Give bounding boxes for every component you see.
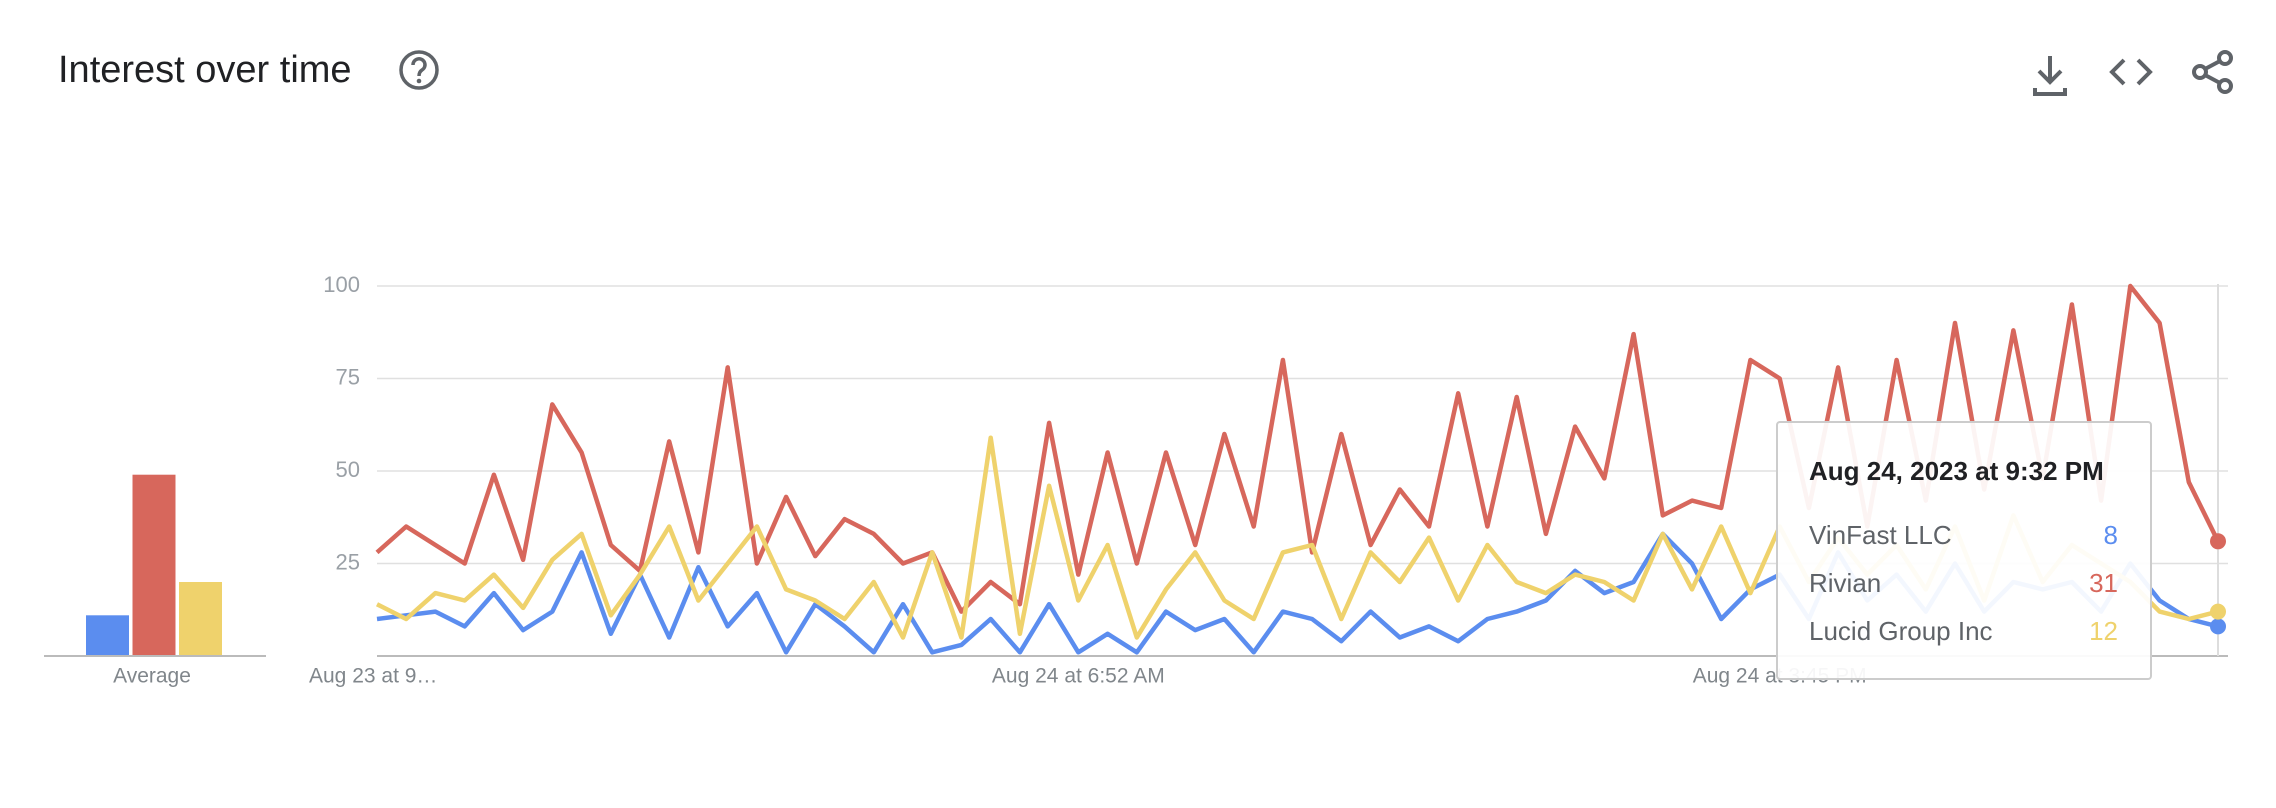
page-title: Interest over time <box>58 49 352 91</box>
share-icon[interactable] <box>2192 50 2233 94</box>
average-bar <box>86 615 129 656</box>
average-bar <box>132 474 176 656</box>
x-tick-label: Aug 23 at 9… <box>309 665 437 688</box>
tooltip-series-value: 31 <box>2089 568 2118 598</box>
average-bar <box>179 582 222 656</box>
download-icon[interactable] <box>2033 56 2067 96</box>
x-tick-label: Average <box>113 665 191 688</box>
hover-dot <box>2210 533 2226 550</box>
tooltip-series-value: 12 <box>2089 616 2118 646</box>
tooltip: Aug 24, 2023 at 9:32 PM VinFast LLC 8 Rivia… <box>1776 421 2152 680</box>
y-tick-label: 50 <box>336 457 360 482</box>
tooltip-box <box>1776 421 2152 680</box>
y-tick-label: 100 <box>323 272 360 297</box>
tooltip-series-value: 8 <box>2104 520 2118 550</box>
tooltip-series-name: Lucid Group Inc <box>1809 616 1993 646</box>
tooltip-title: Aug 24, 2023 at 9:32 PM <box>1809 456 2104 486</box>
help-icon[interactable] <box>399 50 439 90</box>
hover-dot <box>2210 618 2226 635</box>
tooltip-series-name: VinFast LLC <box>1809 520 1952 550</box>
y-tick-label: 25 <box>336 549 360 574</box>
embed-icon[interactable] <box>2109 58 2153 86</box>
x-tick-label: Aug 24 at 6:52 AM <box>992 665 1165 688</box>
tooltip-series-name: Rivian <box>1809 568 1881 598</box>
y-tick-label: 75 <box>336 364 360 389</box>
hover-dot <box>2210 603 2226 620</box>
